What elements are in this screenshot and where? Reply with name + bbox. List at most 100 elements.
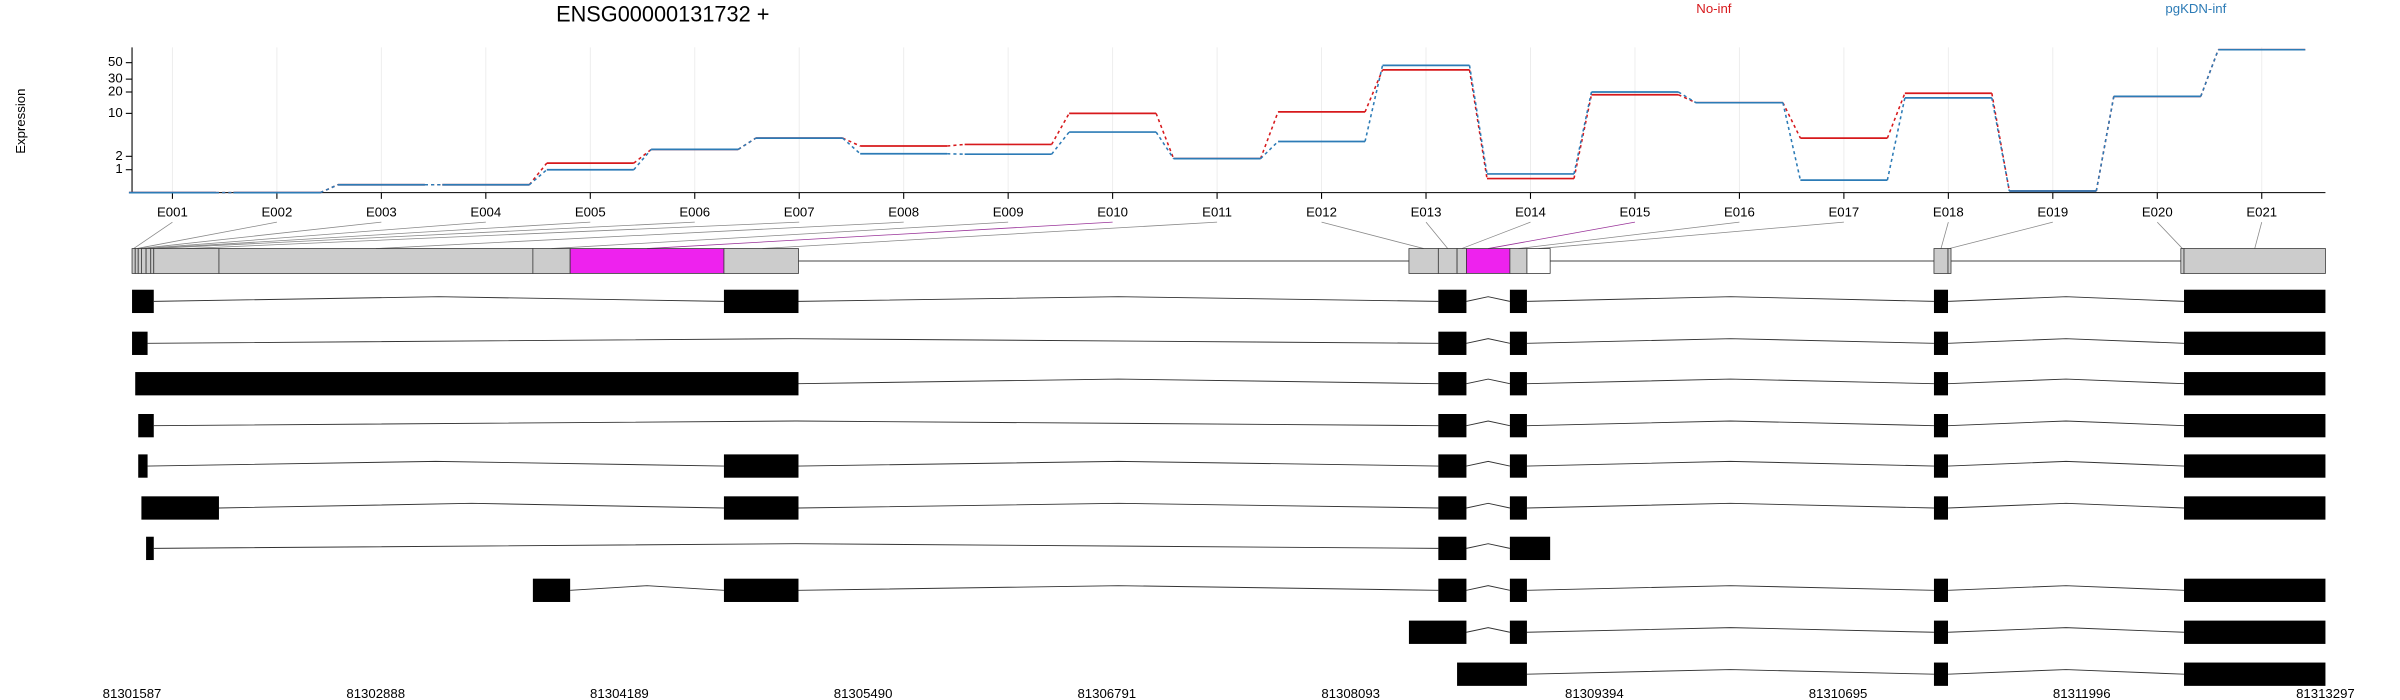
- intron: [1526, 502, 1934, 509]
- intron: [798, 460, 1439, 467]
- intron: [1947, 338, 2185, 344]
- exon-link: [551, 221, 1009, 249]
- intron: [1526, 420, 1934, 427]
- exon: [569, 248, 725, 274]
- transcript-exon: [1509, 536, 1551, 561]
- transcript-exon: [138, 454, 148, 478]
- transcript-exon: [1509, 454, 1527, 478]
- x-tick-label: E014: [1515, 204, 1546, 219]
- intron: [218, 502, 724, 509]
- exon: [134, 248, 139, 274]
- x-tick-label: E017: [1828, 204, 1859, 219]
- exon-link: [2254, 222, 2263, 249]
- transcript-exon: [1933, 414, 1949, 438]
- exon-link: [133, 221, 173, 249]
- intron: [1947, 378, 2185, 385]
- transcript-exon: [1438, 578, 1467, 602]
- connector: [1991, 97, 2011, 192]
- intron: [1947, 296, 2185, 302]
- exon: [137, 248, 142, 274]
- intron: [798, 378, 1439, 385]
- transcript-exon: [1933, 496, 1949, 520]
- connector: [737, 137, 757, 151]
- intron: [147, 338, 1439, 344]
- transcript-exon: [1438, 454, 1467, 478]
- exon-link: [1940, 222, 1949, 249]
- intron: [1466, 502, 1510, 509]
- transcript-exon: [1509, 289, 1527, 314]
- transcript-exon: [1933, 620, 1949, 644]
- exon: [1947, 248, 1952, 274]
- intron: [1466, 460, 1510, 467]
- transcript-exon: [1509, 331, 1527, 355]
- exon: [1408, 248, 1439, 274]
- intron: [1526, 460, 1934, 467]
- x-tick-label: E002: [261, 204, 292, 219]
- connector: [320, 184, 339, 194]
- exon: [2180, 248, 2185, 274]
- transcript-exon: [1933, 578, 1949, 602]
- y-axis-label: Expression: [13, 89, 28, 154]
- connector: [2095, 96, 2115, 192]
- exon-link: [186, 221, 800, 249]
- intron: [1526, 338, 1934, 344]
- transcript-exon: [1509, 372, 1527, 396]
- exon-link: [139, 221, 382, 249]
- intron: [1947, 627, 2185, 633]
- genomic-tick-label: 81304189: [590, 686, 649, 700]
- transcript-exon: [146, 536, 154, 561]
- exon: [1509, 248, 1528, 274]
- intron: [1466, 378, 1510, 385]
- connector: [842, 137, 861, 147]
- transcript-exon: [1509, 620, 1527, 644]
- x-tick-label: E003: [366, 204, 397, 219]
- intron: [798, 296, 1439, 302]
- connector: [633, 148, 652, 164]
- transcript-exon: [135, 372, 799, 396]
- transcript-exon: [2184, 331, 2326, 355]
- intron: [1947, 669, 2185, 675]
- intron: [153, 420, 1439, 427]
- legend-entry: pgKDN-inf: [2165, 1, 2226, 16]
- x-tick-label: E018: [1933, 204, 1964, 219]
- intron: [1466, 296, 1510, 302]
- exon: [532, 248, 571, 274]
- connector: [1364, 65, 1384, 142]
- connector: [1260, 140, 1279, 160]
- genomic-tick-label: 81309394: [1565, 686, 1624, 700]
- transcript-exon: [1438, 536, 1467, 561]
- intron: [1466, 543, 1510, 549]
- exon: [150, 248, 155, 274]
- connector: [1782, 102, 1802, 139]
- transcript-exon: [138, 414, 154, 438]
- exon: [141, 248, 147, 274]
- intron: [153, 296, 724, 302]
- x-tick-label: E008: [888, 204, 919, 219]
- y-tick-label: 50: [108, 54, 123, 69]
- connector: [1678, 91, 1697, 104]
- connector: [1991, 93, 2011, 192]
- exon-link: [136, 221, 277, 249]
- connector: [1886, 97, 1906, 181]
- intron: [153, 543, 1439, 549]
- x-tick-label: E006: [679, 204, 710, 219]
- transcript-exon: [1933, 372, 1949, 396]
- x-tick-label: E005: [575, 204, 606, 219]
- exon-link: [1321, 221, 1424, 249]
- connector: [1573, 94, 1593, 179]
- transcript-exon: [2184, 496, 2326, 520]
- transcript-exon: [723, 454, 799, 478]
- intron: [1947, 420, 2185, 427]
- transcript-exon: [1933, 289, 1949, 314]
- transcript-exon: [723, 496, 799, 520]
- transcript-exon: [1457, 662, 1527, 686]
- connector: [737, 137, 757, 151]
- connector: [1050, 112, 1070, 145]
- y-tick-label: 2: [115, 148, 122, 163]
- connector: [528, 169, 548, 186]
- x-tick-label: E012: [1306, 204, 1337, 219]
- transcript-exon: [1509, 578, 1527, 602]
- connector: [1155, 131, 1175, 160]
- transcript-exon: [723, 578, 799, 602]
